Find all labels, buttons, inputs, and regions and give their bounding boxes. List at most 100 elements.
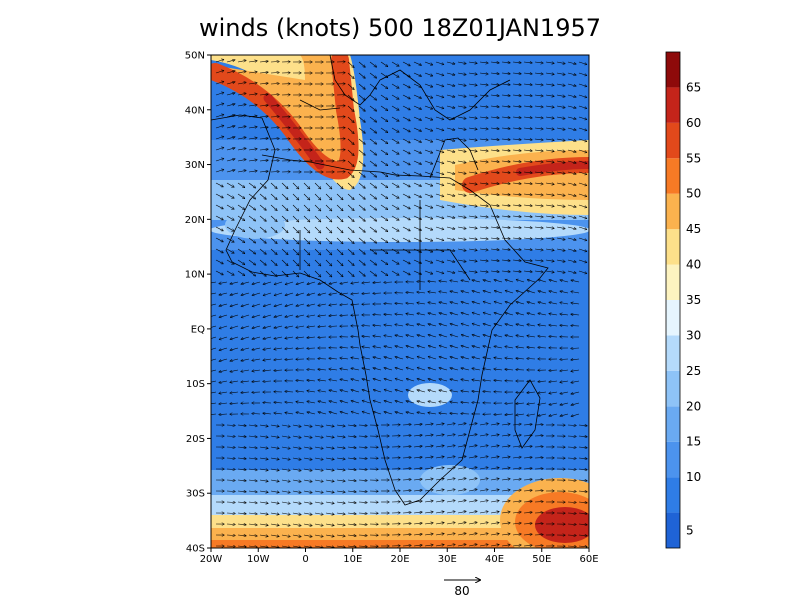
wind-vector: [501, 183, 510, 184]
wind-vector: [292, 193, 299, 200]
wind-vector: [424, 105, 433, 109]
wind-vector: [472, 313, 481, 316]
wind-vector: [241, 292, 250, 295]
wind-vector: [402, 270, 410, 275]
wind-vector: [391, 138, 399, 143]
wind-vector: [501, 172, 510, 173]
wind-vector: [457, 95, 466, 97]
wind-vector: [402, 127, 410, 132]
colorbar-label: 20: [686, 399, 701, 413]
wind-vector: [424, 138, 433, 142]
wind-vector: [329, 369, 338, 370]
wind-vector: [358, 237, 365, 243]
wind-vector: [270, 259, 277, 265]
wind-vector: [274, 370, 283, 371]
wind-vector: [369, 72, 376, 78]
wind-vector: [468, 106, 477, 107]
colorbar-segment: [666, 193, 680, 230]
wind-vector: [490, 271, 499, 272]
wind-vector: [215, 137, 224, 140]
wind-vector: [490, 238, 499, 239]
wind-vector: [424, 127, 433, 131]
wind-vector: [380, 94, 388, 100]
wind-vector: [226, 159, 235, 162]
wind-vector: [490, 106, 499, 107]
wind-vector: [523, 128, 532, 129]
wind-vector: [270, 106, 279, 107]
wind-vector: [516, 347, 525, 348]
wind-vector: [428, 302, 437, 304]
wind-vector: [358, 259, 365, 265]
wind-vector: [248, 270, 255, 276]
colorbar-label: 15: [686, 435, 701, 449]
wind-vector: [534, 216, 543, 217]
wind-vector: [439, 346, 448, 349]
wind-vector: [215, 204, 223, 209]
wind-vector: [461, 357, 470, 360]
wind-vector: [446, 248, 455, 251]
wind-vector: [384, 314, 393, 315]
wind-vector: [215, 60, 224, 63]
wind-vector: [523, 62, 532, 63]
wind-vector: [527, 347, 536, 348]
wind-vector: [545, 139, 554, 140]
wind-vector: [270, 215, 277, 221]
wind-vector: [472, 280, 481, 283]
wind-vector: [211, 336, 217, 339]
lon-tick-label: 50E: [532, 554, 551, 565]
wind-vector: [296, 281, 305, 284]
wind-vector: [527, 313, 536, 316]
wind-vector: [270, 248, 277, 254]
wind-vector: [402, 83, 410, 88]
wind-vector: [450, 291, 459, 294]
wind-vector: [435, 61, 444, 64]
wind-vector: [479, 227, 488, 228]
wind-vector: [523, 106, 532, 107]
wind-vector: [527, 302, 536, 305]
wind-vector: [391, 72, 399, 77]
wind-vector: [512, 194, 521, 195]
wind-vector: [556, 249, 565, 251]
wind-vectors: [211, 60, 587, 548]
wind-vector: [501, 106, 510, 107]
wind-vector: [545, 260, 554, 261]
wind-vector: [578, 72, 587, 75]
wind-vector: [567, 248, 576, 251]
wind-vector: [369, 105, 376, 111]
wind-vector: [435, 204, 444, 207]
wind-vector: [380, 149, 388, 155]
wind-vector: [358, 193, 365, 199]
wind-vector: [318, 315, 327, 316]
wind-vector: [424, 182, 433, 186]
wind-vector: [391, 127, 399, 132]
wind-vector: [263, 292, 272, 295]
wind-vector: [534, 95, 543, 96]
wind-vector: [413, 182, 421, 186]
wind-vector: [402, 160, 410, 165]
wind-vector: [545, 117, 554, 118]
lat-axis: 50N 40N 30N 20N 10N EQ 10S 20S 30S 40S: [185, 51, 211, 555]
wind-vector: [314, 193, 321, 200]
colorbar-segment: [666, 406, 680, 442]
wind-vector: [230, 303, 239, 306]
wind-vector: [237, 60, 246, 62]
wind-vector: [219, 358, 228, 361]
wind-vector: [285, 303, 294, 306]
colorbar-segment: [666, 229, 680, 265]
wind-vector: [395, 325, 404, 327]
wind-vector: [516, 280, 525, 283]
wind-vector: [329, 358, 338, 359]
wind-vector: [380, 270, 388, 276]
wind-vector: [556, 172, 565, 174]
wind-vector: [226, 104, 235, 107]
wind-vector: [226, 82, 235, 85]
wind-vector: [494, 302, 503, 305]
wind-vector: [358, 226, 365, 232]
wind-vector: [523, 172, 532, 173]
wind-vector: [567, 138, 576, 141]
wind-vector: [215, 248, 223, 253]
wind-vector: [523, 205, 532, 206]
wind-vector: [545, 128, 554, 129]
wind-vector: [307, 303, 316, 306]
